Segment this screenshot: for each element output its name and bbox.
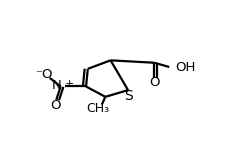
Text: O: O <box>50 99 60 112</box>
Text: N: N <box>52 79 61 92</box>
Text: S: S <box>124 89 133 103</box>
Text: CH₃: CH₃ <box>86 102 108 115</box>
Text: OH: OH <box>175 61 195 74</box>
Text: ⁻O: ⁻O <box>35 68 52 81</box>
Text: +: + <box>65 79 74 89</box>
Text: O: O <box>148 76 159 89</box>
